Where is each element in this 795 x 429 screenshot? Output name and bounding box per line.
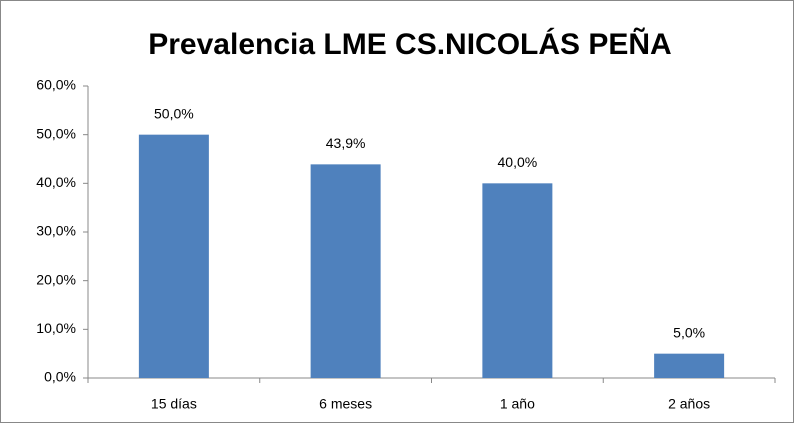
y-tick-label: 40,0%	[36, 174, 76, 190]
y-tick-label: 0,0%	[44, 369, 76, 385]
x-tick-label: 2 años	[668, 396, 710, 412]
x-tick-label: 1 año	[500, 396, 535, 412]
data-label: 43,9%	[326, 135, 366, 151]
bar	[654, 353, 725, 378]
bar	[138, 134, 209, 378]
bar	[482, 183, 553, 378]
data-label: 50,0%	[154, 105, 194, 121]
y-tick-label: 30,0%	[36, 223, 76, 239]
data-label: 5,0%	[673, 324, 705, 340]
x-tick-label: 15 días	[151, 396, 197, 412]
bar	[310, 164, 381, 378]
y-tick-label: 60,0%	[36, 77, 76, 93]
x-tick-label: 6 meses	[319, 396, 372, 412]
chart-title: Prevalencia LME CS.NICOLÁS PEÑA	[148, 27, 671, 61]
y-tick-label: 50,0%	[36, 125, 76, 141]
y-tick-label: 20,0%	[36, 271, 76, 287]
y-tick-label: 10,0%	[36, 320, 76, 336]
data-label: 40,0%	[498, 154, 538, 170]
